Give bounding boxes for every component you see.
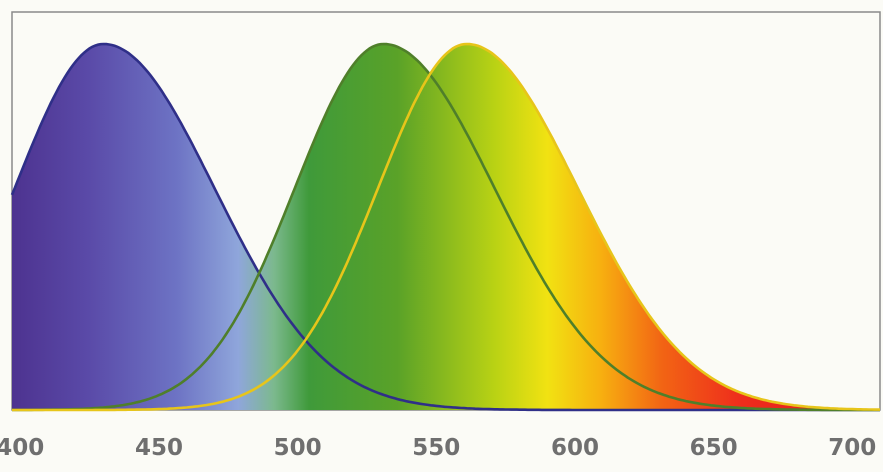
x-tick-label: 700 [828, 435, 876, 461]
series-line-0 [10, 42, 880, 412]
x-tick-label: 600 [551, 435, 599, 461]
x-axis: 400 450 500 550 600 650 700 [0, 435, 876, 461]
x-tick-label: 400 [0, 435, 44, 461]
x-tick-label: 550 [412, 435, 460, 461]
x-tick-label: 650 [690, 435, 738, 461]
x-tick-label: 500 [274, 435, 322, 461]
x-tick-label: 450 [135, 435, 183, 461]
series-fill-0 [12, 44, 880, 410]
series-line-2 [12, 42, 880, 412]
sensitivity-fills [12, 44, 880, 410]
series-fill-2 [12, 44, 880, 410]
sensitivity-curves [10, 42, 880, 412]
series-line-1 [12, 42, 880, 412]
